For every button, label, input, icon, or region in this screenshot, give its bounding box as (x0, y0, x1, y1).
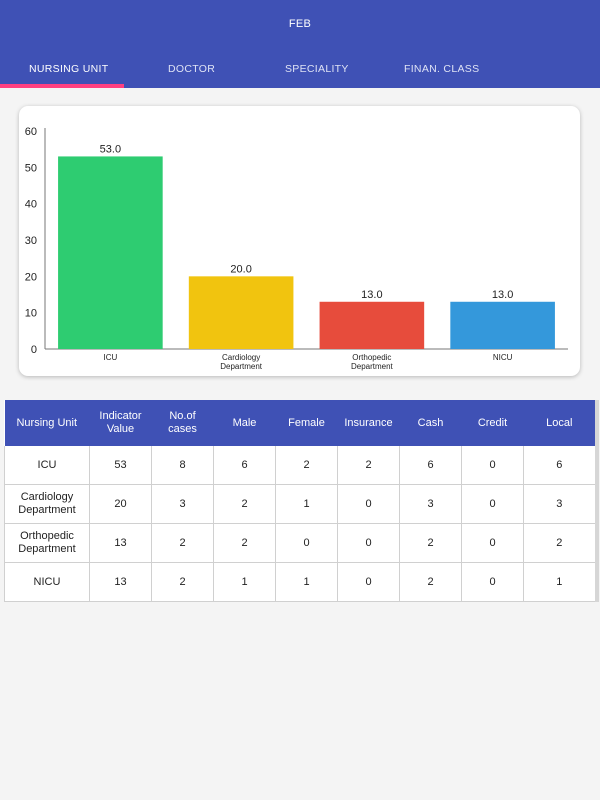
table-cell: 2 (399, 562, 462, 602)
table-cell: ICU (4, 446, 90, 485)
table-cell: 3 (399, 484, 462, 524)
chart-card: 0 10 20 30 40 50 60 53.0 ICU 20.0 Cardiology Depart… (19, 106, 580, 376)
y-tick-label: 20 (25, 271, 37, 283)
y-tick-label: 10 (25, 308, 37, 320)
table-cell: 2 (213, 484, 276, 524)
table-cell: 0 (337, 562, 400, 602)
app-bar: FEB NURSING UNIT DOCTOR SPECIALITY FINAN… (0, 0, 600, 88)
x-tick-label: Orthopedic Department (351, 353, 394, 371)
y-tick-label: 0 (31, 344, 37, 356)
table-cell: NICU (4, 562, 90, 602)
data-table: Nursing Unit Indicator Value No.of cases Mal… (4, 400, 599, 602)
table-cell: 1 (275, 562, 338, 602)
bar (188, 276, 294, 349)
table-row: Cardiology Department 20 3 2 1 0 3 0 3 (4, 484, 599, 524)
column-header: Cash (399, 400, 462, 446)
table-cell: 1 (523, 562, 599, 602)
table-cell: 20 (89, 484, 152, 524)
x-tick-label: ICU (103, 353, 117, 362)
table-cell: 2 (151, 523, 214, 563)
column-header: Male (213, 400, 276, 446)
column-header: No.of cases (151, 400, 214, 446)
table-cell: 0 (461, 484, 524, 524)
table-cell: 53 (89, 446, 152, 485)
column-header: Credit (461, 400, 524, 446)
table-cell: 2 (275, 446, 338, 485)
table-cell: Orthopedic Department (4, 523, 90, 563)
table-cell: 0 (461, 562, 524, 602)
table-cell: 3 (151, 484, 214, 524)
table-cell: 0 (275, 523, 338, 563)
column-header: Local (523, 400, 599, 446)
page-title: FEB (288, 18, 312, 30)
tab-doctor[interactable]: DOCTOR (168, 63, 216, 75)
x-tick-label: Cardiology Department (220, 353, 263, 371)
x-tick-label: NICU (493, 353, 513, 362)
y-tick-label: 50 (25, 162, 37, 174)
table-cell: 1 (213, 562, 276, 602)
bar (58, 156, 163, 349)
table-cell: 13 (89, 562, 152, 602)
bar-value-label: 13.0 (492, 289, 513, 301)
table-cell: 6 (213, 446, 276, 485)
bar-value-label: 20.0 (230, 263, 251, 275)
table-row: ICU 53 8 6 2 2 6 0 6 (4, 446, 599, 485)
table-cell: 0 (337, 523, 400, 563)
table-cell: 8 (151, 446, 214, 485)
column-header: Indicator Value (89, 400, 152, 446)
table-cell: 2 (337, 446, 400, 485)
table-cell: 6 (399, 446, 462, 485)
tab-speciality[interactable]: SPECIALITY (285, 63, 349, 75)
column-header: Insurance (337, 400, 400, 446)
tab-finan-class[interactable]: FINAN. CLASS (404, 63, 480, 75)
bar (319, 301, 425, 349)
y-tick-label: 40 (25, 199, 37, 211)
table-cell: 3 (523, 484, 599, 524)
table-cell: 2 (523, 523, 599, 563)
table-cell: 2 (399, 523, 462, 563)
table-cell: 0 (461, 523, 524, 563)
bar-chart: 0 10 20 30 40 50 60 53.0 ICU 20.0 Cardiology Depart… (25, 126, 568, 371)
table-header-row: Nursing Unit Indicator Value No.of cases Mal… (4, 400, 599, 446)
y-tick-label: 30 (25, 235, 37, 247)
bar (450, 301, 555, 349)
table-row: Orthopedic Department 13 2 2 0 0 2 0 2 (4, 523, 599, 563)
table-cell: 0 (461, 446, 524, 485)
table-cell: 2 (213, 523, 276, 563)
table-cell: 0 (337, 484, 400, 524)
table-cell: 13 (89, 523, 152, 563)
y-tick-label: 60 (25, 126, 37, 138)
column-header: Female (275, 400, 338, 446)
bar-value-label: 53.0 (100, 143, 121, 155)
table-cell: 2 (151, 562, 214, 602)
tab-indicator (0, 84, 124, 88)
table-cell: 1 (275, 484, 338, 524)
table-cell: Cardiology Department (4, 484, 90, 524)
table-row: NICU 13 2 1 1 0 2 0 1 (4, 562, 599, 602)
table-cell: 6 (523, 446, 599, 485)
tab-nursing-unit[interactable]: NURSING UNIT (29, 63, 109, 75)
column-header: Nursing Unit (4, 400, 90, 446)
bar-value-label: 13.0 (361, 289, 382, 301)
